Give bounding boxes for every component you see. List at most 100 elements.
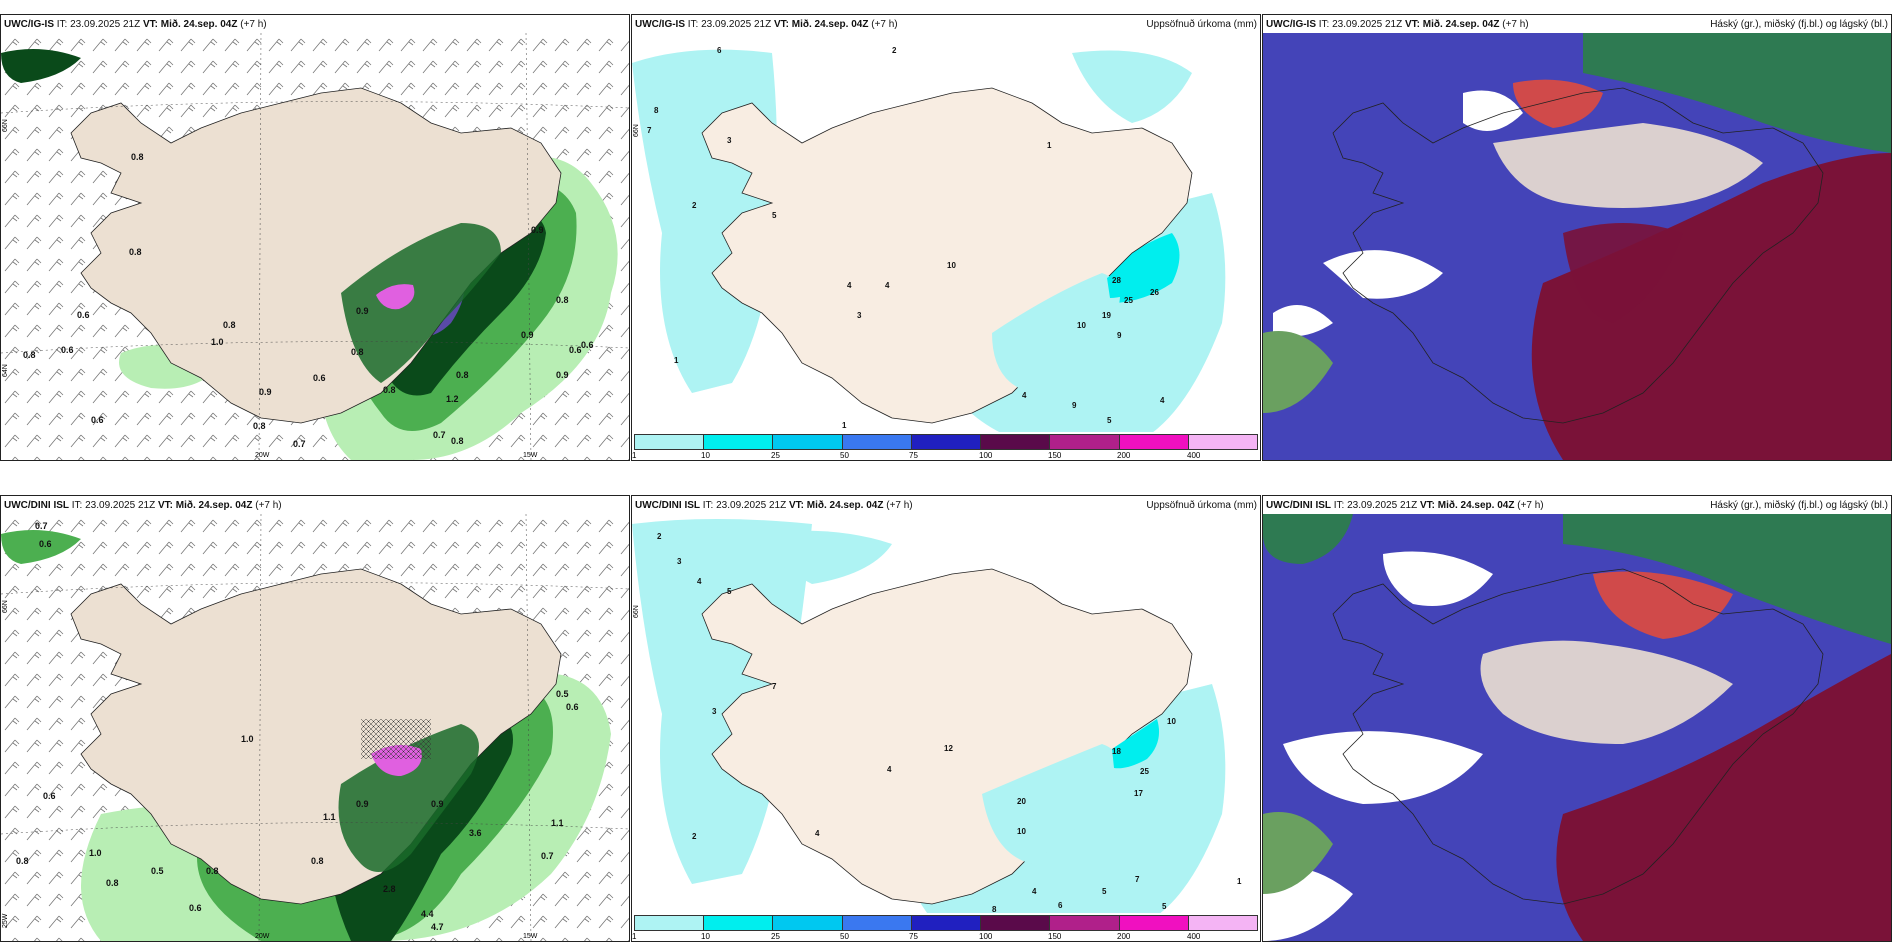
tick-label: 75	[909, 932, 918, 941]
model-name: UWC/DINI ISL	[4, 499, 69, 511]
value-label: 2	[692, 832, 697, 841]
value-label: 0.6	[39, 539, 52, 549]
value-label: 5	[1162, 902, 1167, 911]
value-label: 0.6	[566, 702, 579, 712]
tick-label: 75	[909, 451, 918, 460]
value-label: 1.1	[323, 812, 336, 822]
value-label: 7	[647, 126, 652, 135]
cloud-map	[1263, 514, 1891, 941]
value-label: 0.8	[106, 878, 119, 888]
field-title: Uppsöfnuð úrkoma (mm)	[1146, 18, 1257, 30]
value-label: 3.6	[469, 828, 482, 838]
valid-label: VT:	[157, 499, 173, 511]
swatch	[773, 435, 843, 449]
value-label: 12	[944, 744, 953, 753]
lon-label-20: 20W	[255, 452, 270, 459]
swatch	[1119, 435, 1189, 449]
value-label: 10	[1077, 321, 1086, 330]
value-label: 1.0	[89, 848, 102, 858]
valid-time: Mið. 24.sep. 04Z	[806, 499, 884, 511]
value-label: 0.8	[253, 421, 266, 431]
value-label: 10	[947, 261, 956, 270]
high-cloud-nw	[1263, 514, 1353, 564]
iceland-landmass	[1332, 568, 1824, 905]
value-label: 0.7	[541, 851, 554, 861]
colorbar-swatches	[634, 915, 1258, 931]
lead-time: (+7 h)	[1517, 499, 1544, 511]
value-label: 4	[1032, 887, 1037, 896]
lon-label-20: 20W	[255, 933, 270, 940]
land-visible	[1493, 123, 1763, 208]
swatch	[704, 916, 774, 930]
value-label: 0.7	[293, 439, 306, 449]
valid-time: Mið. 24.sep. 04Z	[791, 18, 869, 30]
swatch	[1119, 916, 1189, 930]
value-label: 9	[1072, 401, 1077, 410]
tick-label: 25	[771, 451, 780, 460]
value-label: 0.6	[569, 345, 582, 355]
tick-label: 100	[979, 932, 993, 941]
tick-label: 1	[632, 932, 637, 941]
value-label: 0.6	[91, 415, 104, 425]
iceland-landmass	[70, 87, 562, 424]
value-label: 0.6	[61, 345, 74, 355]
swatch	[635, 916, 705, 930]
tick-label: 10	[701, 932, 710, 941]
value-label: 17	[1134, 789, 1143, 798]
value-label: 0.9	[259, 387, 272, 397]
valid-time: Mið. 24.sep. 04Z	[175, 499, 253, 511]
valid-label: VT:	[1404, 18, 1420, 30]
panel-header: UWC/IG-IS IT: 23.09.2025 21Z VT: Mið. 24…	[632, 15, 1260, 33]
value-label: 7	[772, 682, 777, 691]
value-label: 1	[674, 356, 679, 365]
value-label: 1	[1047, 141, 1052, 150]
model-name: UWC/DINI ISL	[1266, 499, 1331, 511]
model-name: UWC/IG-IS	[635, 18, 685, 30]
swatch	[981, 435, 1051, 449]
swatch	[981, 916, 1051, 930]
low-cloud-se	[1556, 654, 1891, 941]
model-name: UWC/IG-IS	[1266, 18, 1316, 30]
swatch	[911, 435, 982, 449]
swatch	[1188, 435, 1257, 449]
panel-header: UWC/DINI ISL IT: 23.09.2025 21Z VT: Mið.…	[1263, 496, 1891, 514]
wind-precip-map: 66N 64N 20W 15W 0.8 0.8 0.6 0.6 0.8 0.6 …	[1, 33, 629, 460]
value-label: 19	[1102, 311, 1111, 320]
value-label: 0.8	[383, 385, 396, 395]
value-label: 0.9	[356, 799, 369, 809]
valid-label: VT:	[142, 18, 158, 30]
value-label: 1.2	[446, 394, 459, 404]
land-visible	[1480, 640, 1733, 744]
lead-time: (+7 h)	[871, 18, 898, 30]
value-label: 18	[1112, 747, 1121, 756]
model-name: UWC/IG-IS	[4, 18, 54, 30]
value-label: 4	[885, 281, 890, 290]
value-label: 1.0	[241, 734, 254, 744]
value-label: 0.7	[35, 521, 48, 531]
lead-time: (+7 h)	[1502, 18, 1529, 30]
cloud-map	[1263, 33, 1891, 460]
panel-wind-ig-is: UWC/IG-IS IT: 23.09.2025 21Z VT: Mið. 24…	[0, 14, 630, 461]
lead-time: (+7 h)	[240, 18, 267, 30]
valid-label: VT:	[1419, 499, 1435, 511]
value-label: 10	[1017, 827, 1026, 836]
value-label: 4.7	[431, 922, 444, 932]
value-label: 0.8	[451, 436, 464, 446]
value-label: 4	[815, 829, 820, 838]
swatch	[704, 435, 774, 449]
swatch	[1188, 916, 1257, 930]
swatch	[842, 916, 912, 930]
valid-time: Mið. 24.sep. 04Z	[160, 18, 238, 30]
field-title: Uppsöfnuð úrkoma (mm)	[1146, 499, 1257, 511]
value-label: 3	[712, 707, 717, 716]
precip-light-overlay	[982, 744, 1120, 864]
model-name: UWC/DINI ISL	[635, 499, 700, 511]
tick-label: 1	[632, 451, 637, 460]
value-label: 4	[1022, 391, 1027, 400]
precip-green-nw	[1, 530, 81, 564]
value-label: 0.8	[351, 347, 364, 357]
value-label: 0.8	[556, 295, 569, 305]
field-title: Háský (gr.), miðský (fj.bl.) og lágský (…	[1710, 18, 1888, 30]
init-time: IT: 23.09.2025 21Z	[1333, 499, 1418, 511]
precip-green-overlay	[341, 223, 501, 383]
